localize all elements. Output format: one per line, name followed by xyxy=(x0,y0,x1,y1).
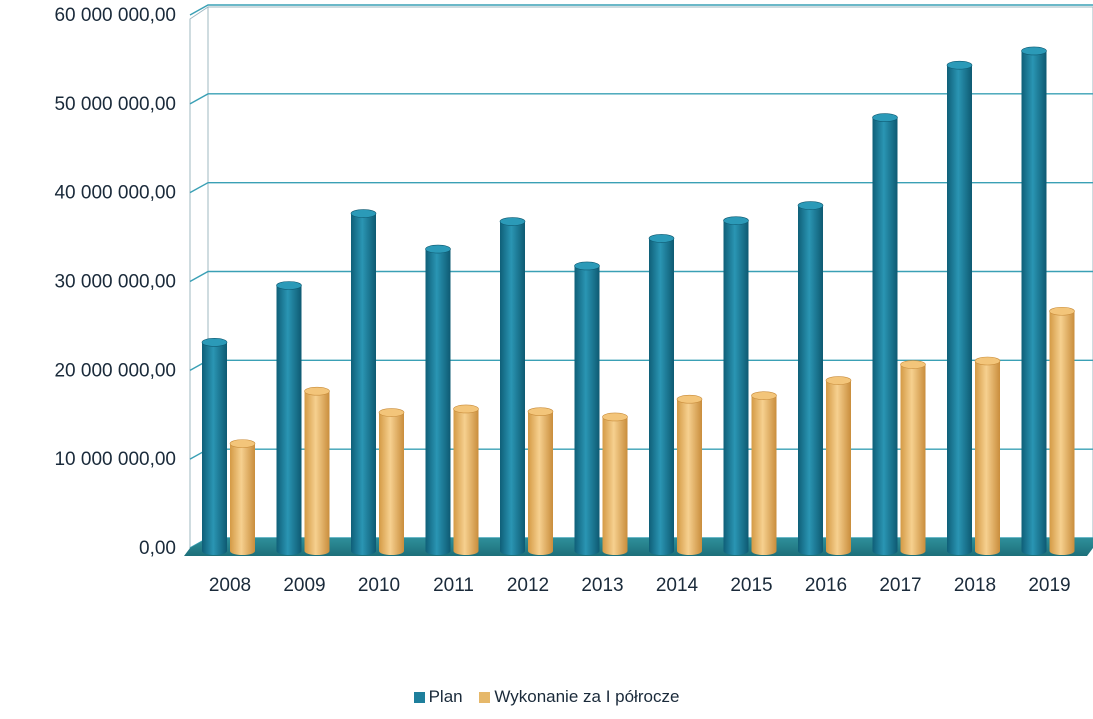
floor-surface xyxy=(184,538,1093,556)
bar-plan xyxy=(723,216,749,555)
bar-plan xyxy=(201,338,228,555)
x-tick-label: 2018 xyxy=(954,575,996,596)
bar-wykonanie xyxy=(378,408,405,555)
y-tick-label: 40 000 000,00 xyxy=(54,183,176,204)
x-axis-labels: 2008 2009 2010 2011 2012 2013 2014 2015 2016 2017… xyxy=(209,575,1071,596)
bar-plan xyxy=(1021,46,1047,555)
bar-wykonanie xyxy=(900,360,926,555)
x-tick-label: 2008 xyxy=(209,575,251,596)
bar-wykonanie xyxy=(825,376,852,555)
legend: Plan Wykonanie za I półrocze xyxy=(0,686,1093,707)
bar-plan xyxy=(276,281,302,555)
gridline xyxy=(189,181,1093,194)
bar-plan xyxy=(350,209,377,555)
y-tick-label: 10 000 000,00 xyxy=(54,449,176,470)
legend-item-plan: Plan xyxy=(413,686,463,707)
bar-wykonanie xyxy=(1049,306,1075,555)
y-tick-label: 0,00 xyxy=(139,538,176,559)
y-tick-label: 20 000 000,00 xyxy=(54,360,176,381)
y-tick-label: 60 000 000,00 xyxy=(54,5,176,26)
bar-wykonanie xyxy=(751,391,777,555)
x-tick-label: 2015 xyxy=(730,575,772,596)
bar-plan xyxy=(946,60,973,555)
bar-plan xyxy=(872,113,898,555)
x-tick-label: 2012 xyxy=(507,575,549,596)
y-tick-label: 50 000 000,00 xyxy=(54,94,176,115)
bars xyxy=(201,46,1075,555)
gridline xyxy=(189,4,1093,16)
bar-wykonanie xyxy=(527,407,554,555)
legend-swatch-plan xyxy=(413,691,425,703)
bar-plan xyxy=(797,201,824,555)
bar-plan xyxy=(425,244,451,555)
legend-label-wykonanie: Wykonanie za I półrocze xyxy=(494,686,680,706)
x-tick-label: 2013 xyxy=(581,575,623,596)
bar-wykonanie xyxy=(229,439,256,555)
legend-label-plan: Plan xyxy=(428,686,463,706)
bar-wykonanie xyxy=(453,404,479,555)
y-tick-label: 30 000 000,00 xyxy=(54,272,176,293)
x-tick-label: 2014 xyxy=(656,575,699,596)
bar-wykonanie xyxy=(676,394,703,555)
bar-wykonanie xyxy=(304,386,330,555)
chart-floor xyxy=(184,538,1093,556)
x-tick-label: 2010 xyxy=(358,575,400,596)
bar-wykonanie xyxy=(602,412,628,555)
x-tick-label: 2011 xyxy=(433,575,474,596)
x-tick-label: 2017 xyxy=(879,575,921,596)
legend-swatch-wykonanie xyxy=(479,691,491,703)
bar-plan xyxy=(648,234,675,555)
x-tick-label: 2009 xyxy=(283,575,325,596)
x-tick-label: 2019 xyxy=(1028,575,1070,596)
y-axis-labels: 0,00 10 000 000,00 20 000 000,00 30 000 000… xyxy=(54,5,176,559)
bar-plan xyxy=(574,261,600,555)
legend-item-wykonanie: Wykonanie za I półrocze xyxy=(479,687,679,707)
x-tick-label: 2016 xyxy=(805,575,847,596)
bar-plan xyxy=(499,217,526,555)
bar-wykonanie xyxy=(974,356,1001,555)
gridline xyxy=(189,93,1093,105)
